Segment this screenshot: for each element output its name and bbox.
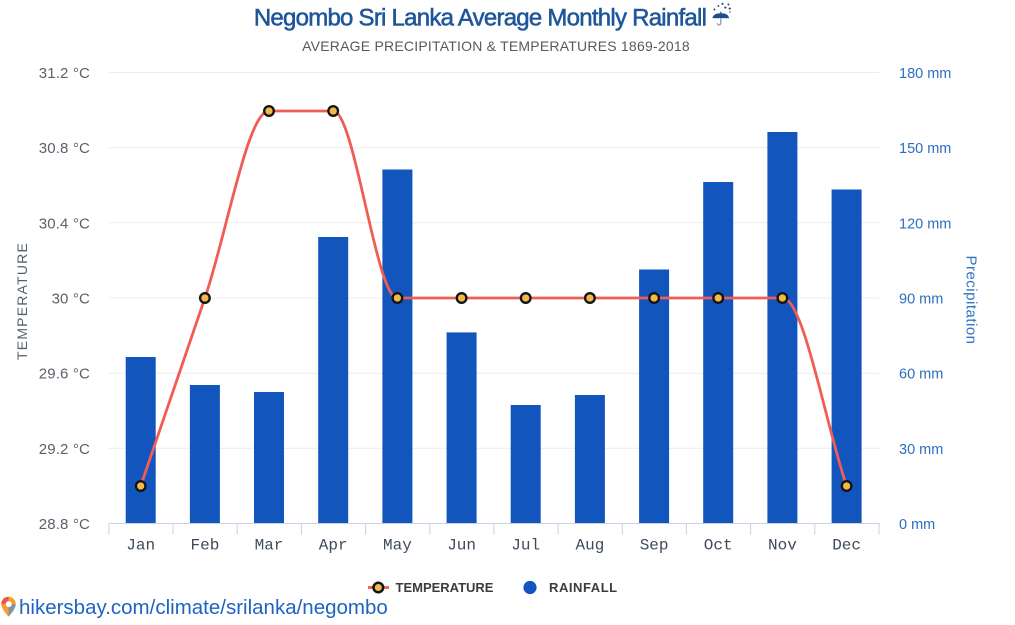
svg-text:hikersbay.com/climate/srilanka: hikersbay.com/climate/srilanka/negombo <box>19 596 388 619</box>
svg-text:Dec: Dec <box>832 537 861 555</box>
svg-text:30 mm: 30 mm <box>899 442 943 458</box>
svg-text:Precipitation: Precipitation <box>963 255 980 344</box>
svg-text:180 mm: 180 mm <box>899 66 951 82</box>
svg-text:AVERAGE PRECIPITATION & TEMPER: AVERAGE PRECIPITATION & TEMPERATURES 186… <box>302 38 690 54</box>
svg-text:30.4 °C: 30.4 °C <box>39 215 90 232</box>
svg-text:Negombo Sri Lanka Average Mont: Negombo Sri Lanka Average Monthly Rainfa… <box>254 5 706 32</box>
svg-text:Mar: Mar <box>255 537 284 555</box>
svg-text:30 °C: 30 °C <box>52 291 90 308</box>
svg-text:Sep: Sep <box>640 537 669 555</box>
svg-text:Jun: Jun <box>447 537 476 555</box>
svg-text:Nov: Nov <box>768 537 797 555</box>
svg-text:90 mm: 90 mm <box>899 292 943 308</box>
svg-text:Feb: Feb <box>190 537 219 555</box>
svg-text:29.2 °C: 29.2 °C <box>39 441 90 458</box>
svg-text:150 mm: 150 mm <box>899 141 951 157</box>
svg-text:Aug: Aug <box>575 537 604 555</box>
svg-text:120 mm: 120 mm <box>899 216 951 232</box>
svg-text:TEMPERATURE: TEMPERATURE <box>396 580 494 595</box>
svg-text:28.8 °C: 28.8 °C <box>39 516 90 533</box>
svg-text:Apr: Apr <box>319 537 348 555</box>
svg-text:Jul: Jul <box>511 537 540 555</box>
svg-text:30.8 °C: 30.8 °C <box>39 140 90 157</box>
svg-text:60 mm: 60 mm <box>899 367 943 383</box>
svg-text:May: May <box>383 537 412 555</box>
svg-text:0 mm: 0 mm <box>899 517 935 533</box>
svg-text:TEMPERATURE: TEMPERATURE <box>14 242 30 360</box>
svg-text:RAINFALL: RAINFALL <box>549 580 618 595</box>
svg-text:Jan: Jan <box>126 537 155 555</box>
svg-text:31.2 °C: 31.2 °C <box>39 65 90 82</box>
svg-text:Oct: Oct <box>704 537 733 555</box>
svg-text:29.6 °C: 29.6 °C <box>39 366 90 383</box>
